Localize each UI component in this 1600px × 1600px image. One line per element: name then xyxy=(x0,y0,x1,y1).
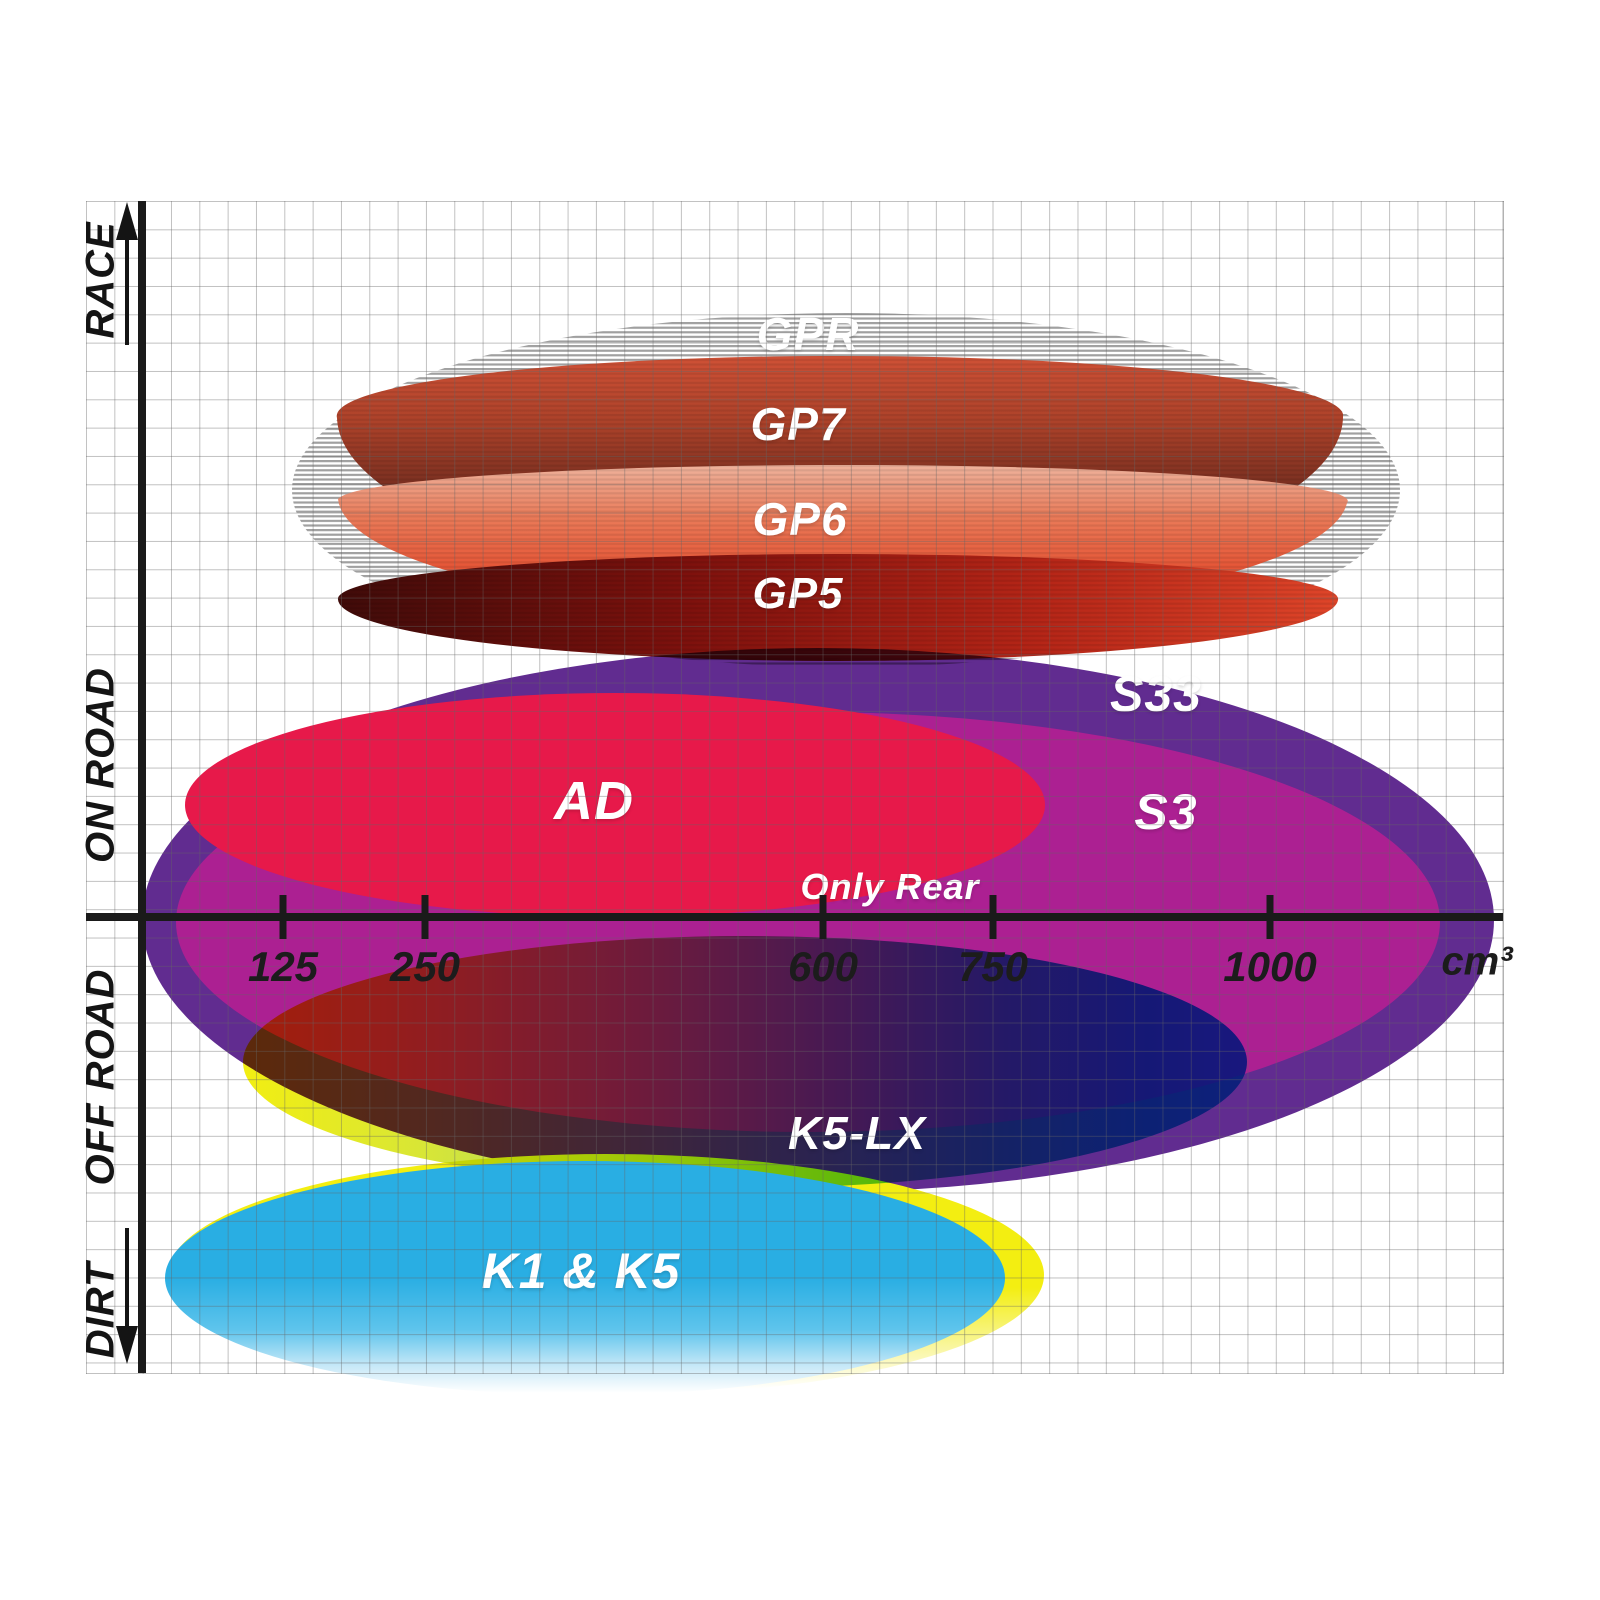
k1k5-region xyxy=(165,1161,1005,1395)
s33-label: S33 xyxy=(1110,666,1202,722)
k5lx-label: K5-LX xyxy=(788,1107,926,1159)
gpr-label: GPR xyxy=(756,308,860,360)
y-axis-line xyxy=(138,201,146,1373)
race-arrow-shaft xyxy=(125,212,129,345)
race-up-arrow-icon xyxy=(116,202,138,240)
x-tick-mark-1000 xyxy=(1266,895,1274,939)
x-tick-mark-250 xyxy=(421,895,429,939)
only-rear-annotation: Only Rear xyxy=(800,866,980,907)
gp7-label: GP7 xyxy=(750,398,846,450)
s3-label: S3 xyxy=(1134,784,1198,840)
gp6-label: GP6 xyxy=(752,493,848,545)
x-tick-label-600: 600 xyxy=(787,943,859,990)
x-tick-mark-750 xyxy=(989,895,997,939)
ad-region xyxy=(185,693,1045,917)
gp5-label: GP5 xyxy=(752,569,844,618)
x-axis-line xyxy=(86,913,1503,921)
dirt-down-arrow-icon xyxy=(116,1326,138,1364)
x-tick-label-1000: 1000 xyxy=(1223,943,1317,990)
k1k5-label: K1 & K5 xyxy=(481,1243,681,1299)
dirt-arrow-shaft xyxy=(125,1228,129,1352)
k5lx-region xyxy=(243,936,1247,1188)
x-tick-mark-600 xyxy=(819,895,827,939)
gp5-region-hatch-overlay xyxy=(337,553,1339,661)
ad-label: AD xyxy=(554,771,634,831)
x-tick-label-125: 125 xyxy=(247,943,319,990)
y-axis-label-on-road: ON ROAD xyxy=(78,667,123,863)
y-axis-label-off-road: OFF ROAD xyxy=(78,968,123,1186)
x-tick-mark-125 xyxy=(279,895,287,939)
x-tick-label-250: 250 xyxy=(389,943,461,990)
x-tick-label-750: 750 xyxy=(957,943,1029,990)
x-axis-unit-label: cm³ xyxy=(1441,939,1513,984)
